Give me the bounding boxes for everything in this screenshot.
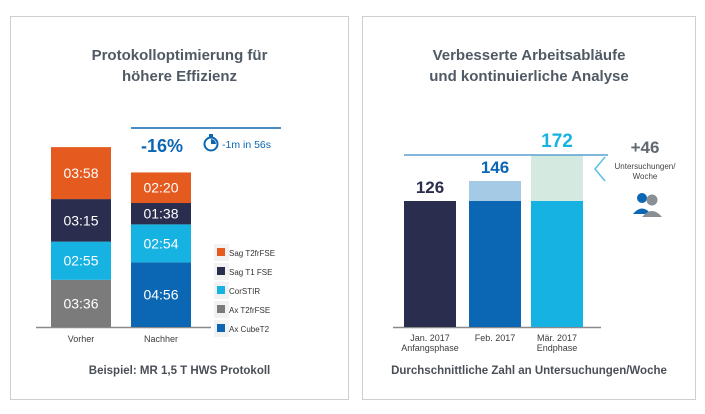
increase-value: +46 — [631, 138, 660, 157]
segment-label-nachher-sag-t2frfse: 02:20 — [143, 180, 178, 196]
bar-feb-2017 — [469, 201, 521, 327]
stacked-bar-chart: 03:36 02:55 03:15 03:58 Vorher 04:56 02:54 01:3… — [36, 127, 281, 344]
people-icon — [633, 193, 662, 217]
increase-label-line2: Woche — [633, 172, 658, 181]
legend-label-ax-t2frfse: Ax T2frFSE — [229, 306, 270, 315]
panel1-caption: Beispiel: MR 1,5 T HWS Protokoll — [88, 365, 271, 377]
legend-swatch-sag-t2frfse — [217, 248, 225, 256]
reduction-label: -16% — [141, 136, 183, 156]
bar-segment-nachher-sag-t2frfse — [131, 172, 191, 204]
time-saved-label: -1m in 56s — [222, 139, 271, 151]
x-tick-vorher: Vorher — [68, 334, 95, 344]
legend-swatch-corstir — [217, 286, 225, 294]
legend-label-ax-cubet2: Ax CubeT2 — [229, 325, 270, 334]
bar-feb-increment-shade — [469, 181, 521, 201]
panel2-caption: Durchschnittliche Zahl an Untersuchungen… — [391, 365, 667, 377]
bar-segment-vorher-corstir — [51, 241, 111, 280]
legend-label-sag-t2frfse: Sag T2frFSE — [229, 249, 275, 258]
chevron-left-icon — [594, 156, 606, 182]
bar-segment-nachher-sag-t1-fse — [131, 203, 191, 225]
value-label-jan-2017: 126 — [416, 178, 444, 197]
x-tick-jan-2017: Jan. 2017 — [410, 333, 450, 343]
panel1-title-line1: Protokolloptimierung für — [91, 47, 268, 64]
segment-label-vorher-sag-t1-fse: 03:15 — [63, 212, 98, 228]
value-label-feb-2017: 146 — [481, 158, 509, 177]
segment-label-nachher-ax-cubet2: 04:56 — [143, 287, 178, 303]
panel1-title-line2: höhere Effizienz — [121, 68, 237, 85]
x-subtick-jan-2017: Anfangsphase — [401, 343, 459, 353]
bar-segment-vorher-sag-t2frfse — [51, 147, 111, 200]
segment-label-vorher-sag-t2frfse: 03:58 — [63, 165, 98, 181]
bar-segment-nachher-ax-cubet2 — [131, 262, 191, 327]
bar-segment-vorher-sag-t1-fse — [51, 199, 111, 242]
x-tick-m-r-2017: Mär. 2017 — [537, 333, 577, 343]
legend-swatch-sag-t1-fse — [217, 267, 225, 275]
legend-swatch-ax-t2frfse — [217, 305, 225, 313]
x-subtick-m-r-2017: Endphase — [537, 343, 578, 353]
bar-segment-nachher-corstir — [131, 224, 191, 263]
legend-swatch-ax-cubet2 — [217, 324, 225, 332]
stopwatch-icon — [203, 134, 219, 152]
bar-segment-vorher-ax-t2frfse — [51, 279, 111, 327]
segment-label-nachher-corstir: 02:54 — [143, 235, 178, 251]
panel-protocol-optimization: Protokolloptimierung für höhere Effizien… — [10, 16, 349, 400]
segment-label-nachher-sag-t1-fse: 01:38 — [143, 206, 178, 222]
legend-label-corstir: CorSTIR — [229, 287, 260, 296]
segment-label-vorher-corstir: 02:55 — [63, 253, 98, 269]
increase-label-line1: Untersuchungen/ — [615, 162, 677, 171]
x-tick-feb-2017: Feb. 2017 — [475, 333, 516, 343]
legend-label-sag-t1-fse: Sag T1 FSE — [229, 268, 272, 277]
bar-m-r-2017 — [531, 201, 583, 327]
panel2-title-line1: Verbesserte Arbeitsabläufe — [432, 47, 626, 64]
x-tick-nachher: Nachher — [144, 334, 178, 344]
segment-label-vorher-ax-t2frfse: 03:36 — [63, 295, 98, 311]
bar-mar-increment-shade — [531, 155, 583, 201]
panel2-title-line2: und kontinuierliche Analyse — [429, 68, 629, 85]
value-label-m-r-2017: 172 — [541, 131, 573, 152]
panel-workflow-analysis: Verbesserte Arbeitsabläufe und kontinuie… — [362, 16, 696, 400]
bar-jan-2017 — [404, 201, 456, 327]
